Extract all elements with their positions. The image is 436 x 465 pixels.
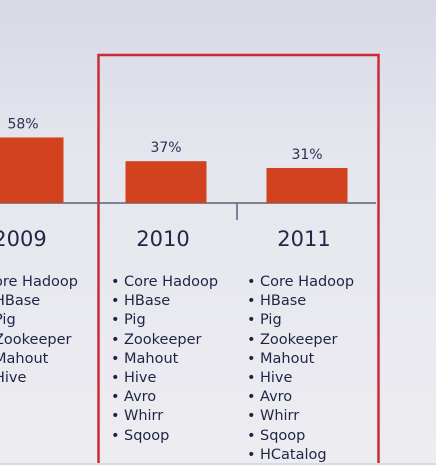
bullet: • (247, 293, 256, 310)
bullet: • (247, 274, 256, 290)
list-item-label: Hive (260, 370, 293, 387)
bullet: • (111, 427, 120, 444)
bullet: • (111, 274, 120, 290)
value-label-2011: 31% (291, 147, 322, 163)
list-item: •Pig (247, 311, 354, 330)
list-item-label: Zookeeper (0, 331, 72, 348)
list-item-label: Zookeeper (124, 331, 202, 348)
list-item-label: ore Hadoop (0, 274, 78, 290)
bar-2009 (0, 137, 64, 203)
list-item: •HBase (0, 292, 78, 311)
bullet: • (247, 331, 256, 348)
component-list-2010: • Core Hadoop • HBase • Pig • Zookeeper • Mahout •… (111, 273, 218, 446)
list-item: • Core Hadoop (111, 273, 218, 292)
highlight-box (97, 53, 380, 463)
list-item: •HBase (247, 292, 354, 311)
component-list-2009: •ore Hadoop•HBase•Pig•Zookeeper•Mahout•H… (0, 273, 78, 388)
list-item-label: Sqoop (124, 427, 170, 444)
bullet: • (247, 350, 256, 367)
list-item: •ore Hadoop (0, 273, 78, 292)
list-item-label: Mahout (124, 350, 179, 367)
list-item-label: Zookeeper (260, 331, 338, 348)
list-item: • Avro (247, 388, 354, 407)
list-item-label: Core Hadoop (124, 274, 219, 290)
list-item-label: Avro (124, 389, 157, 406)
list-item-label: Whirr (260, 408, 300, 425)
list-item-label: Core Hadoop (260, 274, 355, 290)
list-item: • Core Hadoop (247, 273, 354, 292)
list-item-label: Pig (260, 312, 282, 329)
list-item-label: Mahout (260, 350, 315, 367)
category-label-2009: 2009 (0, 227, 47, 251)
bullet: • (247, 427, 256, 444)
component-list-2011: • Core Hadoop • HBase • Pig • Zookeeper • Mahout •… (247, 273, 354, 465)
list-item-label: HCatalog (260, 446, 327, 463)
list-item: •Hive (111, 369, 218, 388)
list-item-label: Sqoop (260, 427, 306, 444)
bullet: • (111, 312, 120, 329)
list-item: •Zookeeper (111, 331, 218, 350)
bullet: • (111, 370, 120, 387)
list-item: •Zookeeper (247, 331, 354, 350)
bullet: • (247, 312, 256, 329)
list-item-label: Mahout (0, 350, 49, 367)
bullet: • (247, 446, 256, 463)
value-label-2010: 37% (150, 140, 181, 156)
bullet: • (111, 389, 120, 406)
list-item-label: Hive (0, 370, 27, 387)
bullet: • (111, 408, 120, 425)
list-item: •Mahout (111, 350, 218, 369)
list-item-label: Whirr (124, 408, 164, 425)
category-label-2010: 2010 (136, 227, 189, 251)
bar-2011 (266, 167, 348, 203)
list-item: • Sqoop (111, 427, 218, 446)
bullet: • (247, 370, 256, 387)
list-item: • Whirr (247, 407, 354, 426)
list-item: • HCatalog (247, 446, 354, 465)
bullet: • (111, 331, 120, 348)
list-item-label: Hive (124, 370, 157, 387)
bullet: • (111, 293, 120, 310)
bullet: • (247, 408, 256, 425)
list-item: •Mahout (0, 350, 78, 369)
list-item-label: HBase (0, 293, 41, 310)
bar-2010 (125, 161, 207, 203)
category-label-2011: 2011 (277, 227, 330, 251)
list-item-label: Pig (124, 312, 146, 329)
value-label-2009: 58% (7, 116, 38, 132)
list-item: •Pig (111, 311, 218, 330)
list-item: • Avro (111, 388, 218, 407)
list-item-label: Pig (0, 312, 16, 329)
list-item: • Sqoop (247, 427, 354, 446)
list-item: •Zookeeper (0, 331, 78, 350)
list-item: • Whirr (111, 407, 218, 426)
list-item-label: HBase (260, 293, 307, 310)
list-item: •Hive (0, 369, 78, 388)
bullet: • (111, 350, 120, 367)
list-item-label: Avro (260, 389, 293, 406)
list-item: •Pig (0, 311, 78, 330)
list-item: •Hive (247, 369, 354, 388)
bullet: • (247, 389, 256, 406)
list-item: •HBase (111, 292, 218, 311)
list-item-label: HBase (124, 293, 171, 310)
list-item: •Mahout (247, 350, 354, 369)
